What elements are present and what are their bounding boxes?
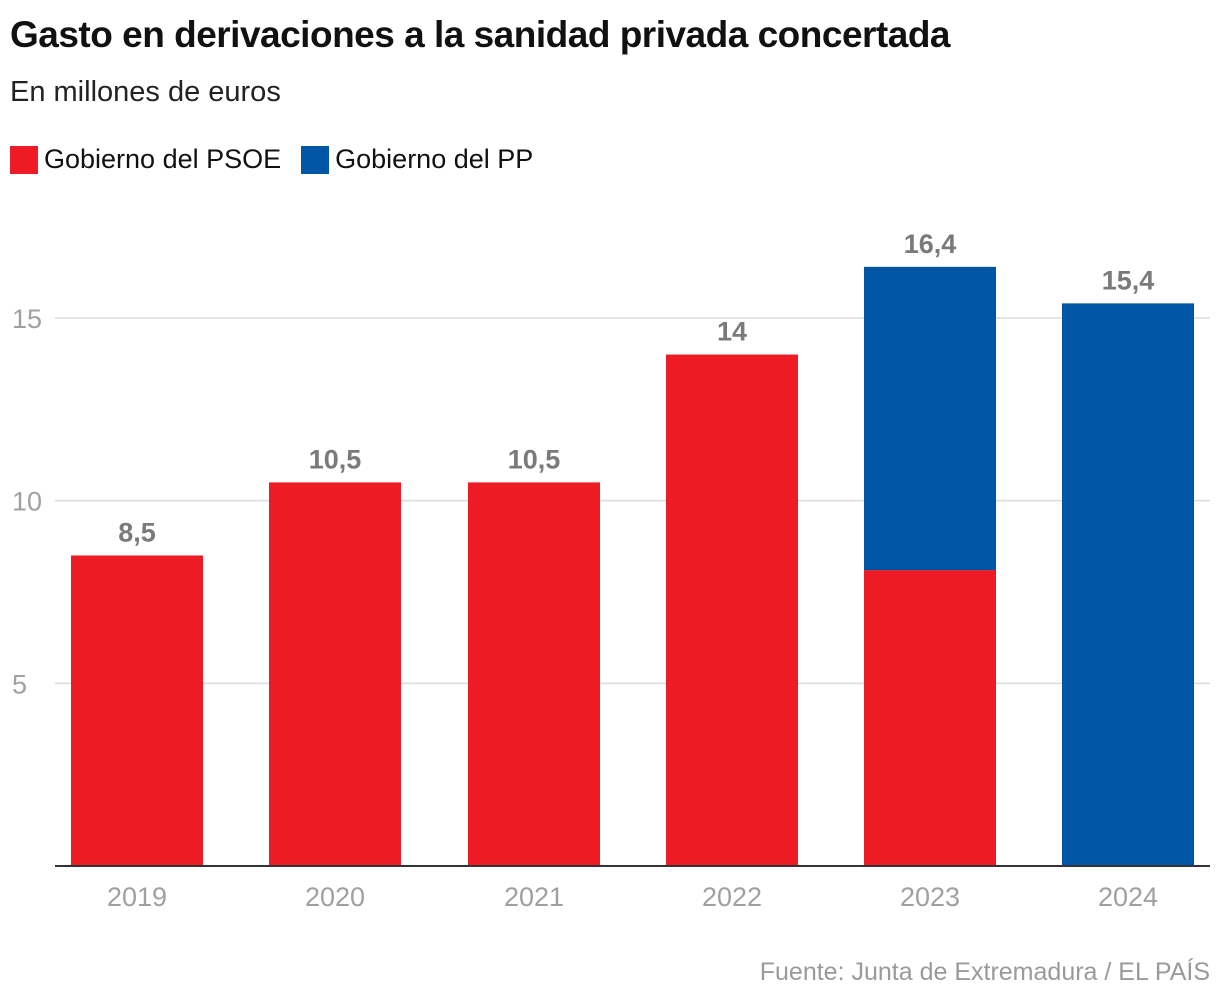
data-label: 14 [717,317,747,347]
x-tick-label: 2021 [504,882,564,912]
chart-subtitle: En millones de euros [10,76,281,108]
x-tick-label: 2019 [107,882,167,912]
x-tick-label: 2024 [1098,882,1158,912]
bar-2021-psoe [468,482,600,866]
y-tick-label: 10 [12,487,42,517]
data-label: 16,4 [904,229,957,259]
legend-swatch-pp [301,145,330,174]
source-note: Fuente: Junta de Extremadura / EL PAÍS [759,958,1210,986]
legend: Gobierno del PSOE Gobierno del PP [10,144,533,175]
bar-2023-pp [864,266,996,571]
x-tick-label: 2022 [702,882,762,912]
legend-label-psoe: Gobierno del PSOE [44,144,282,174]
legend-item-pp: Gobierno del PP [301,144,533,175]
data-label: 10,5 [309,444,362,474]
data-label: 10,5 [508,444,561,474]
data-label: 8,5 [118,517,156,547]
x-tick-label: 2023 [900,882,960,912]
legend-item-psoe: Gobierno del PSOE [10,144,281,175]
bar-2019-psoe [71,555,203,866]
bar-2023-psoe [864,570,996,866]
legend-label-pp: Gobierno del PP [335,144,534,174]
chart-title: Gasto en derivaciones a la sanidad priva… [10,14,951,55]
bar-2024-pp [1062,303,1194,866]
bar-2022-psoe [666,354,798,866]
x-tick-label: 2020 [305,882,365,912]
legend-swatch-psoe [10,145,38,174]
bar-2020-psoe [269,482,401,866]
data-label: 15,4 [1102,265,1155,295]
y-tick-label: 15 [12,304,42,334]
y-tick-label: 5 [12,669,27,699]
